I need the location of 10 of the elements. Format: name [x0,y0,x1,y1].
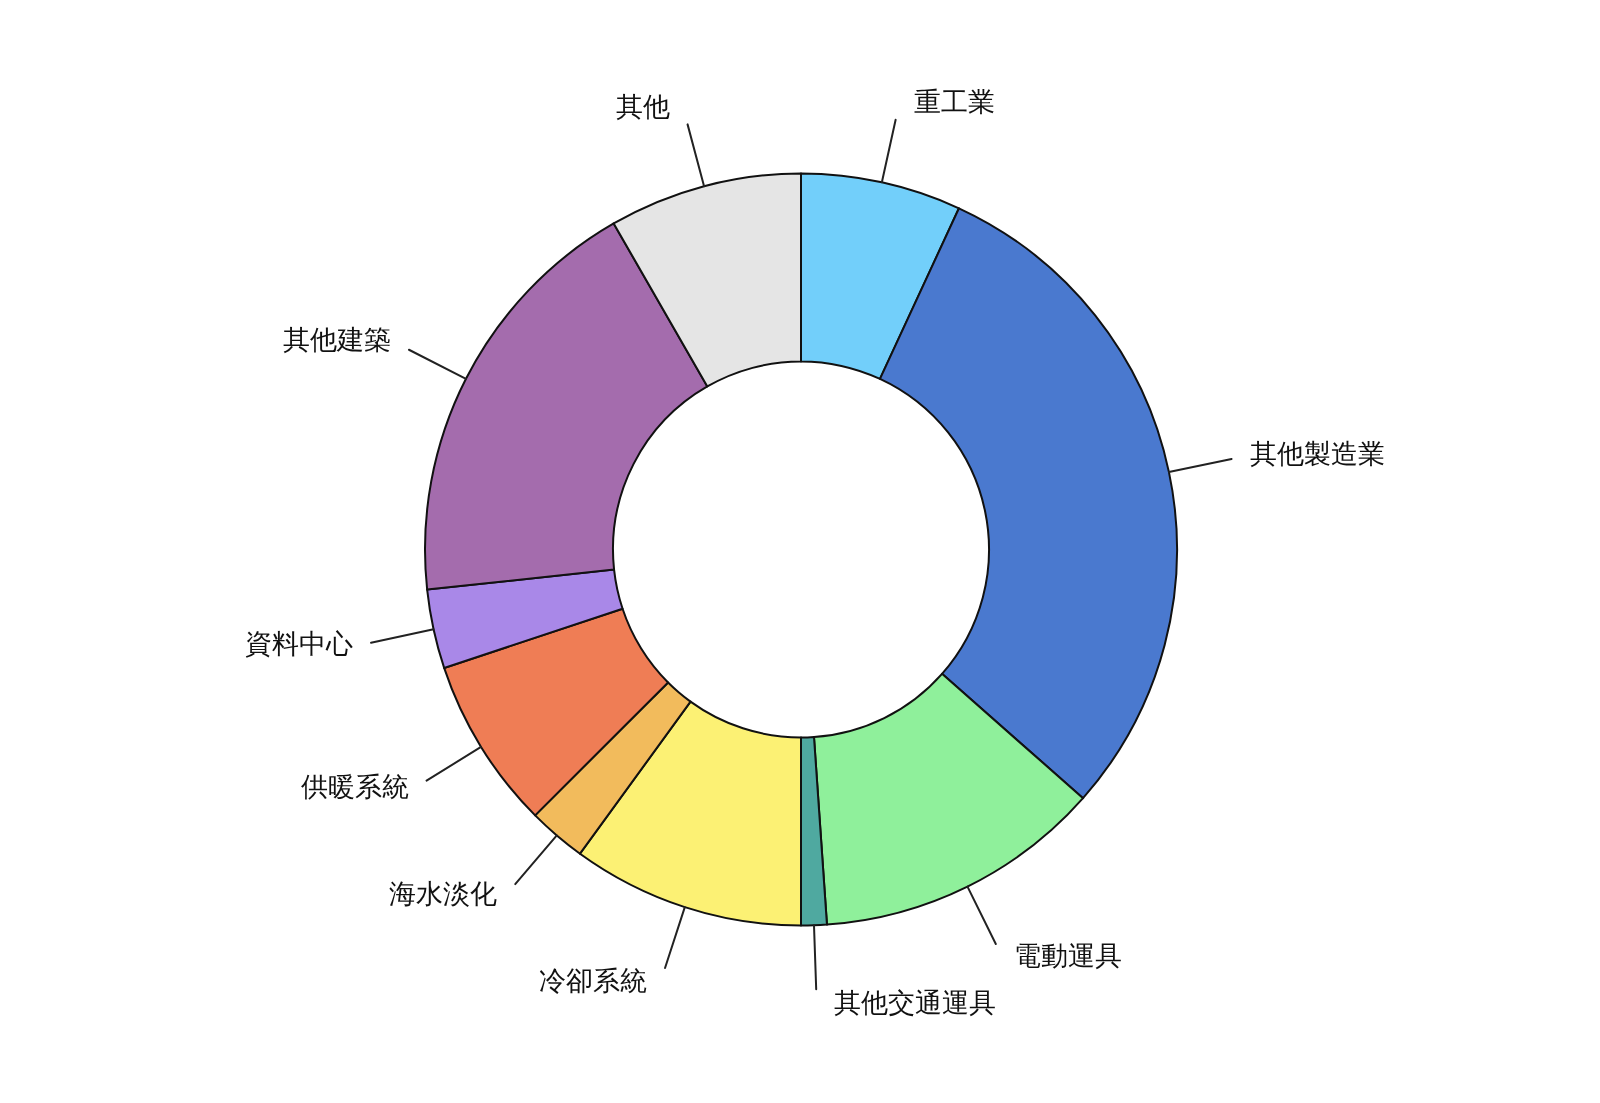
slice-label: 海水淡化 [389,878,498,910]
slice-label: 供暖系統 [300,771,409,802]
slice-label: 其他 [615,90,670,122]
slice-label: 資料中心 [245,628,353,660]
slice-label: 冷卻系統 [539,965,648,997]
slice-label: 其他交通運具 [834,987,997,1019]
slice-label: 重工業 [913,86,995,118]
slice-label: 其他製造業 [1249,437,1385,469]
slice-label: 其他建築 [282,324,391,356]
slice-label: 電動運具 [1013,940,1122,972]
